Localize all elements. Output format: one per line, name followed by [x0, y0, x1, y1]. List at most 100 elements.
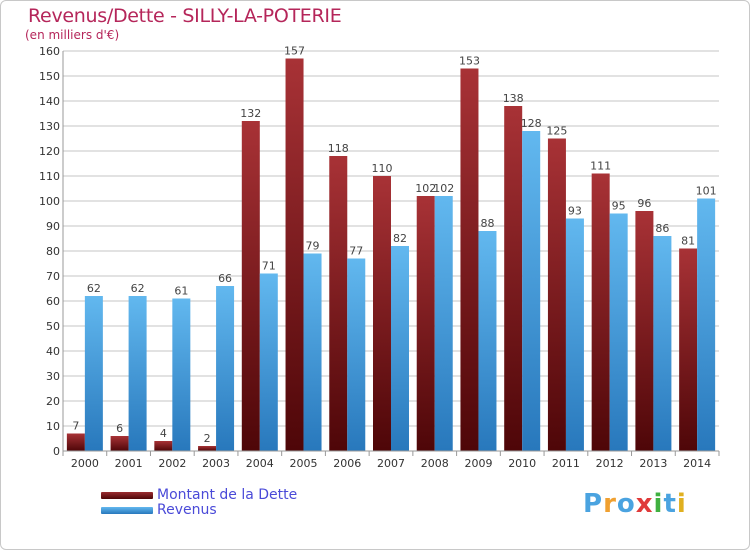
y-tick-label: 30 — [46, 370, 60, 383]
data-label-revenus: 62 — [131, 282, 145, 295]
bar-revenus — [522, 131, 541, 451]
data-label-revenus: 62 — [87, 282, 101, 295]
bar-dette — [241, 121, 260, 451]
data-label-dette: 138 — [503, 92, 524, 105]
bar-dette — [329, 156, 348, 451]
x-tick-label: 2001 — [115, 457, 143, 470]
logo-letter: x — [635, 489, 654, 519]
bar-revenus — [216, 286, 235, 451]
bar-dette — [591, 173, 610, 451]
x-tick-label: 2000 — [71, 457, 99, 470]
chart-title: Revenus/Dette - SILLY-LA-POTERIE — [28, 5, 342, 27]
proxiti-logo: Proxiti — [583, 489, 687, 519]
bar-revenus — [434, 196, 453, 451]
y-tick-label: 60 — [46, 295, 60, 308]
x-tick-label: 2014 — [683, 457, 711, 470]
bar-dette — [198, 446, 217, 451]
bar-dette — [66, 433, 85, 451]
y-tick-label: 50 — [46, 320, 60, 333]
bar-revenus — [84, 296, 103, 451]
bar-revenus — [391, 246, 409, 451]
bar-dette — [679, 248, 698, 451]
data-label-revenus: 88 — [480, 217, 494, 230]
y-tick-label: 100 — [39, 195, 60, 208]
logo-letter: t — [663, 489, 677, 519]
bar-revenus — [565, 218, 584, 451]
y-tick-label: 40 — [46, 345, 60, 358]
data-label-dette: 125 — [546, 125, 567, 138]
data-label-revenus: 128 — [521, 117, 542, 130]
bar-dette — [373, 176, 391, 451]
data-label-revenus: 102 — [433, 182, 454, 195]
x-tick-label: 2013 — [639, 457, 667, 470]
data-label-dette: 4 — [160, 427, 167, 440]
data-label-revenus: 93 — [568, 205, 582, 218]
data-label-dette: 153 — [459, 55, 480, 68]
data-label-dette: 157 — [284, 45, 305, 58]
x-tick-label: 2012 — [596, 457, 624, 470]
y-tick-label: 70 — [46, 270, 60, 283]
bar-revenus — [128, 296, 147, 451]
x-tick-label: 2007 — [377, 457, 405, 470]
data-label-revenus: 61 — [174, 285, 188, 298]
bar-revenus — [303, 253, 322, 451]
data-label-dette: 110 — [372, 162, 393, 175]
logo-letter: P — [583, 489, 604, 519]
data-label-revenus: 95 — [612, 200, 626, 213]
y-tick-label: 150 — [39, 70, 60, 83]
data-label-revenus: 79 — [306, 240, 320, 253]
logo-letter: o — [616, 489, 636, 519]
data-label-dette: 96 — [637, 197, 651, 210]
data-label-revenus: 77 — [349, 245, 363, 258]
bar-dette — [460, 68, 479, 451]
data-label-dette: 118 — [328, 142, 349, 155]
bar-dette — [547, 138, 566, 451]
y-tick-label: 10 — [46, 420, 60, 433]
x-tick-label: 2004 — [246, 457, 274, 470]
bar-dette — [416, 196, 435, 451]
y-tick-label: 160 — [39, 45, 60, 58]
bar-revenus — [259, 273, 278, 451]
chart-subtitle: (en milliers d'€) — [25, 28, 120, 42]
logo-letter: i — [676, 489, 687, 519]
legend-swatch-debt — [101, 491, 153, 499]
x-tick-label: 2003 — [202, 457, 230, 470]
data-label-revenus: 101 — [696, 185, 717, 198]
y-tick-label: 20 — [46, 395, 60, 408]
x-tick-label: 2008 — [421, 457, 449, 470]
y-tick-label: 120 — [39, 145, 60, 158]
legend-label-revenus: Revenus — [157, 502, 217, 518]
legend-label-debt: Montant de la Dette — [157, 487, 298, 503]
data-label-dette: 132 — [240, 107, 261, 120]
bar-revenus — [609, 213, 628, 451]
y-tick-label: 0 — [53, 445, 60, 458]
data-label-revenus: 86 — [655, 222, 669, 235]
data-label-dette: 102 — [415, 182, 436, 195]
data-label-revenus: 66 — [218, 272, 232, 285]
y-tick-label: 130 — [39, 120, 60, 133]
legend-swatch-revenus — [101, 506, 153, 514]
data-label-dette: 6 — [116, 422, 123, 435]
bar-revenus — [697, 198, 716, 451]
bar-dette — [285, 58, 304, 451]
x-tick-label: 2002 — [158, 457, 186, 470]
bar-revenus — [478, 231, 497, 451]
x-tick-label: 2005 — [290, 457, 318, 470]
bar-revenus — [172, 298, 191, 451]
x-tick-label: 2010 — [508, 457, 536, 470]
bar-dette — [504, 106, 523, 451]
data-label-dette: 81 — [681, 235, 695, 248]
bar-revenus — [653, 236, 672, 451]
legend-item-revenus: Revenus — [101, 502, 297, 518]
bar-revenus — [347, 258, 366, 451]
y-tick-label: 140 — [39, 95, 60, 108]
y-tick-label: 90 — [46, 220, 60, 233]
chart-legend: Montant de la Dette Revenus — [101, 487, 298, 518]
bar-dette — [154, 441, 173, 451]
data-label-dette: 2 — [204, 432, 211, 445]
data-label-revenus: 82 — [393, 232, 407, 245]
data-label-dette: 111 — [590, 160, 611, 173]
legend-item-debt: Montant de la Dette — [101, 487, 298, 503]
x-tick-label: 2009 — [464, 457, 492, 470]
